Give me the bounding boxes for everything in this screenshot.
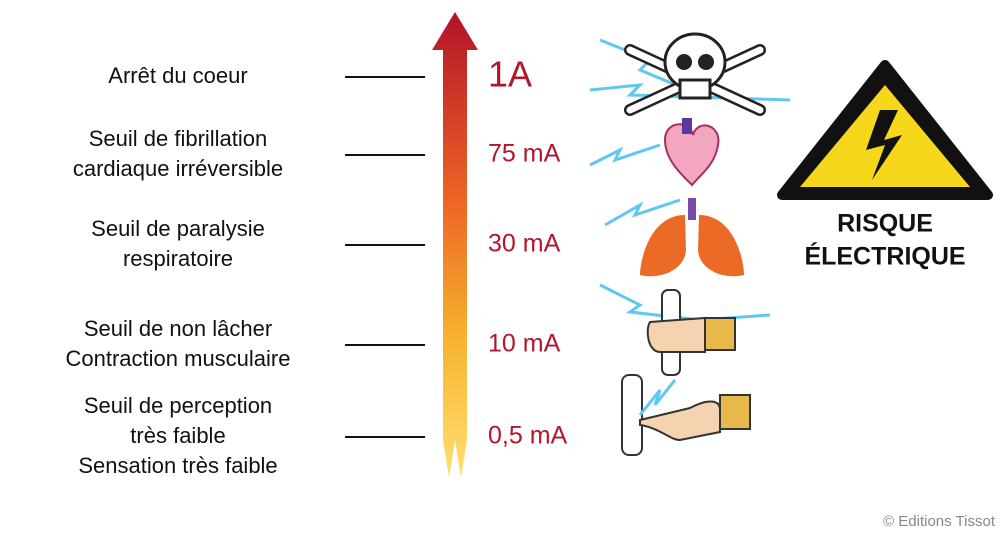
credit: © Editions Tissot: [883, 513, 996, 530]
current-value: 0,5 mA: [488, 422, 568, 450]
current-value: 10 mA: [488, 330, 561, 358]
level-label: Seuil de fibrillation: [89, 126, 268, 151]
hand-grip: [599, 283, 771, 376]
level-label: cardiaque irréversible: [73, 156, 283, 181]
arrow: [432, 12, 478, 478]
level-label: Arrêt du coeur: [108, 63, 247, 88]
current-value: 30 mA: [488, 230, 561, 258]
level-label: Sensation très faible: [78, 453, 277, 478]
warning-sign: [777, 60, 993, 200]
skull: [589, 32, 791, 116]
level-label: Seuil de non lâcher: [84, 316, 272, 341]
hand-touch: [621, 374, 751, 456]
current-value: 75 mA: [488, 140, 561, 168]
level-label: très faible: [130, 423, 225, 448]
warning-text: ÉLECTRIQUE: [804, 242, 965, 271]
warning-text: RISQUE: [837, 210, 933, 238]
heart: [589, 118, 720, 187]
level-label: Seuil de paralysie: [91, 216, 265, 241]
current-value: 1A: [488, 54, 532, 95]
level-label: Seuil de perception: [84, 393, 272, 418]
lungs: [604, 198, 744, 277]
level-label: Contraction musculaire: [66, 346, 291, 371]
level-label: respiratoire: [123, 246, 233, 271]
